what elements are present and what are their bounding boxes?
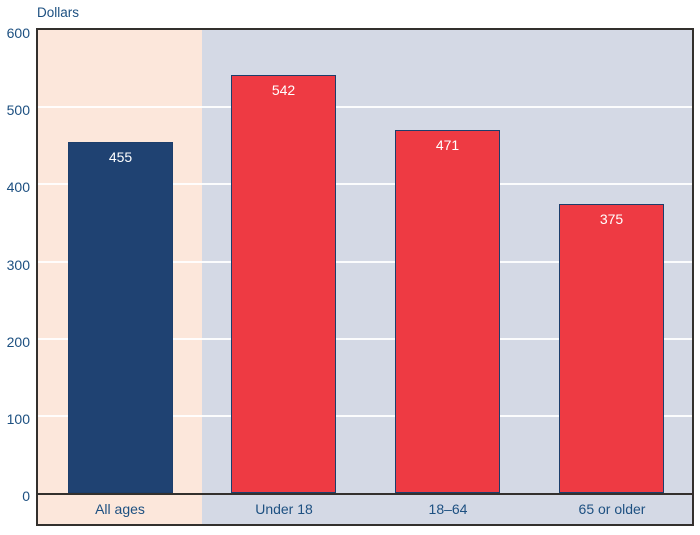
bar-value-label: 471	[435, 137, 460, 153]
grid-line-400	[38, 183, 692, 185]
category-label-under-18: Under 18	[255, 501, 313, 517]
category-label-18-64: 18–64	[428, 501, 468, 517]
bar-65-or-older: 375	[559, 204, 664, 493]
y-axis-unit-label: Dollars	[37, 5, 80, 20]
category-label-65-or-older: 65 or older	[578, 501, 646, 517]
bar-value-label: 375	[599, 211, 624, 227]
y-tick-label-300: 300	[6, 257, 30, 273]
grid-line-200	[38, 338, 692, 340]
y-tick-label-500: 500	[6, 102, 30, 118]
bar-value-label: 455	[108, 149, 133, 165]
y-tick-label-0: 0	[22, 488, 30, 504]
bar-all-ages: 455	[68, 142, 173, 493]
y-tick-label-100: 100	[6, 411, 30, 427]
plot-frame	[36, 28, 694, 526]
grid-line-300	[38, 261, 692, 263]
grid-line-100	[38, 415, 692, 417]
y-tick-label-400: 400	[6, 179, 30, 195]
category-label-all-ages: All ages	[95, 501, 145, 517]
grid-line-500	[38, 106, 692, 108]
bar-under-18: 542	[231, 75, 336, 493]
bar-value-label: 542	[271, 82, 296, 98]
bar-18-64: 471	[395, 130, 500, 493]
y-tick-label-200: 200	[6, 334, 30, 350]
x-axis-line	[38, 493, 692, 495]
y-tick-label-600: 600	[6, 25, 30, 41]
